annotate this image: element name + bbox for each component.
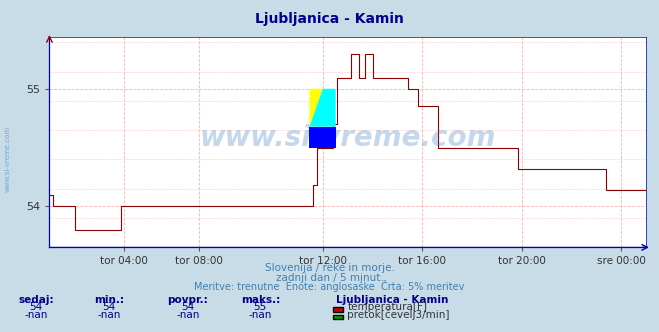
Text: -nan: -nan xyxy=(176,310,200,320)
Text: -nan: -nan xyxy=(24,310,48,320)
Text: Meritve: trenutne  Enote: anglosaške  Črta: 5% meritev: Meritve: trenutne Enote: anglosaške Črta… xyxy=(194,281,465,292)
Bar xyxy=(310,127,335,148)
Text: maks.:: maks.: xyxy=(241,295,280,305)
Text: Ljubljanica - Kamin: Ljubljanica - Kamin xyxy=(336,295,449,305)
Text: -nan: -nan xyxy=(97,310,121,320)
Text: Ljubljanica - Kamin: Ljubljanica - Kamin xyxy=(255,12,404,26)
Text: 54: 54 xyxy=(181,302,194,312)
Text: 55: 55 xyxy=(254,302,267,312)
Polygon shape xyxy=(310,89,335,127)
Text: 54: 54 xyxy=(30,302,43,312)
Text: sedaj:: sedaj: xyxy=(18,295,54,305)
Text: 54: 54 xyxy=(102,302,115,312)
Text: Slovenija / reke in morje.: Slovenija / reke in morje. xyxy=(264,263,395,273)
Polygon shape xyxy=(310,89,322,127)
Text: pretok[čevelj3/min]: pretok[čevelj3/min] xyxy=(347,309,450,320)
Text: temperatura[F]: temperatura[F] xyxy=(347,302,427,312)
Text: -nan: -nan xyxy=(248,310,272,320)
Text: www.si-vreme.com: www.si-vreme.com xyxy=(200,124,496,152)
Text: min.:: min.: xyxy=(94,295,124,305)
Text: povpr.:: povpr.: xyxy=(167,295,208,305)
Text: www.si-vreme.com: www.si-vreme.com xyxy=(5,126,11,193)
Text: zadnji dan / 5 minut.: zadnji dan / 5 minut. xyxy=(275,273,384,283)
